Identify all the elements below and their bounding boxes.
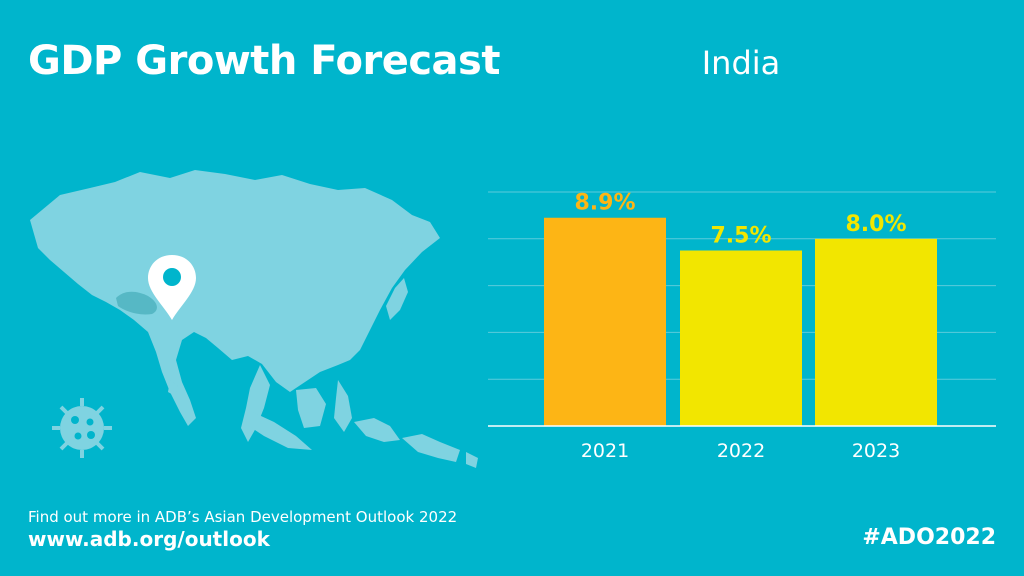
bar-2021 bbox=[544, 217, 666, 426]
bar-2022 bbox=[680, 250, 802, 426]
bar-2023 bbox=[815, 238, 937, 426]
country-label: India bbox=[701, 44, 781, 82]
x-tick-label-2021: 2021 bbox=[581, 440, 629, 462]
x-tick-label-2023: 2023 bbox=[852, 440, 900, 462]
data-label-2023: 8.0% bbox=[845, 212, 906, 237]
asia-map-icon bbox=[30, 170, 478, 468]
chart-country-title: India bbox=[0, 44, 1024, 82]
hashtag-label: #ADO2022 bbox=[862, 525, 996, 550]
footer-text: Find out more in ADB’s Asian Development… bbox=[28, 508, 458, 526]
location-pin-icon bbox=[148, 255, 196, 320]
data-label-2022: 7.5% bbox=[710, 224, 771, 249]
virus-icon bbox=[52, 398, 112, 458]
x-tick-label-2022: 2022 bbox=[717, 440, 765, 462]
footer-link[interactable]: www.adb.org/outlook bbox=[28, 527, 270, 551]
page-title: GDP Growth Forecast bbox=[28, 38, 500, 84]
data-label-2021: 8.9% bbox=[574, 191, 635, 216]
